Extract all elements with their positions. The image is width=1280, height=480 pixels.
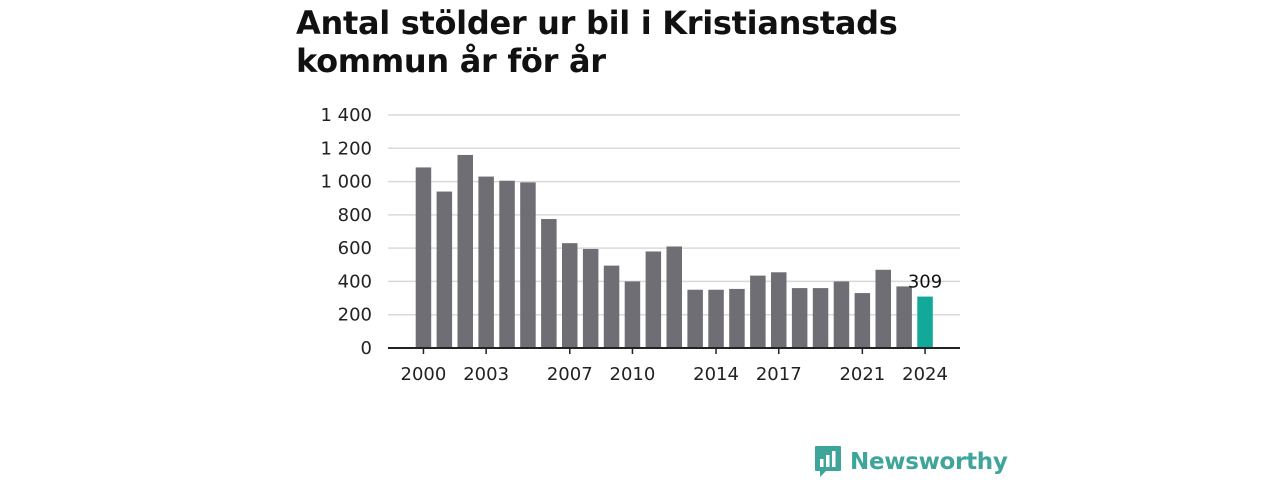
bars <box>415 154 933 348</box>
bar-2019 <box>812 288 829 348</box>
y-tick-label: 200 <box>338 305 372 326</box>
bar-2021 <box>854 293 871 348</box>
bar-2023 <box>896 286 912 348</box>
bar-2000 <box>415 167 432 348</box>
bar-2005 <box>520 182 536 348</box>
x-tick-label: 2000 <box>401 364 447 385</box>
bar-2007 <box>562 243 578 348</box>
bar-2002 <box>457 154 473 348</box>
chart-title: Antal stölder ur bil i Kristianstads kom… <box>296 4 898 80</box>
bar-chart-speech-bubble-icon <box>815 446 841 477</box>
y-tick-label: 1 200 <box>320 138 372 159</box>
bar-2024 <box>917 296 933 348</box>
bar-2010 <box>624 281 641 348</box>
x-tick-label: 2003 <box>463 364 509 385</box>
bar-2020 <box>833 281 850 348</box>
bar-2013 <box>687 289 703 348</box>
bar-2017 <box>771 272 787 348</box>
bar-2016 <box>750 275 766 348</box>
y-tick-label: 400 <box>338 271 372 292</box>
bar-2012 <box>666 246 682 348</box>
bar-2001 <box>436 191 453 348</box>
x-tick-label: 2007 <box>547 364 593 385</box>
bar-2022 <box>875 269 891 348</box>
y-tick-label: 0 <box>361 338 372 359</box>
x-tick-label: 2024 <box>902 364 948 385</box>
x-tick-label: 2021 <box>839 364 885 385</box>
bar-2006 <box>541 219 557 348</box>
x-tick-label: 2010 <box>610 364 656 385</box>
brand-name: Newsworthy <box>850 449 1008 475</box>
x-tick-label: 2017 <box>756 364 802 385</box>
bar-2018 <box>791 288 808 348</box>
bar-2014 <box>708 289 724 348</box>
bar-2015 <box>729 288 745 348</box>
y-tick-label: 1 000 <box>320 172 372 193</box>
x-tick-label: 2014 <box>693 364 739 385</box>
bar-2011 <box>645 251 662 348</box>
tick-labels: 0 200 400 600 800 1 000 1 200 1 400 2000 2003 2007… <box>320 105 947 385</box>
bar-2003 <box>478 176 494 348</box>
y-tick-label: 1 400 <box>320 105 372 126</box>
axes <box>388 347 960 354</box>
y-tick-label: 800 <box>338 205 372 226</box>
bar-2008 <box>582 248 599 348</box>
bar-2004 <box>499 180 515 348</box>
brand-logo: Newsworthy <box>814 444 1008 480</box>
data-label-2024: 309 <box>908 272 942 293</box>
y-tick-label: 600 <box>338 238 372 259</box>
bar-2009 <box>603 265 620 348</box>
